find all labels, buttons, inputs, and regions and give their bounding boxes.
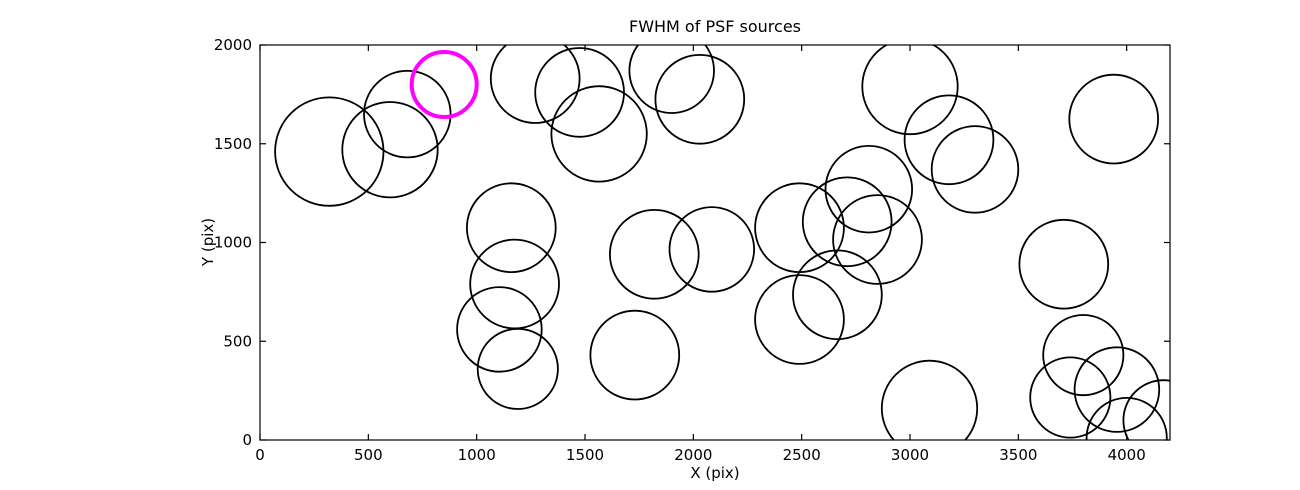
psf-source-circle <box>1068 73 1159 165</box>
psf-source-circle <box>476 327 559 410</box>
psf-source-circle <box>628 45 715 114</box>
y-tick-label: 1000 <box>214 234 252 252</box>
psf-source-circle <box>589 309 681 401</box>
circles-layer <box>274 45 1170 440</box>
y-tick-label: 2000 <box>214 36 252 54</box>
psf-source-circle <box>550 85 648 183</box>
psf-source-circle <box>465 182 557 273</box>
psf-source-circle <box>274 96 385 207</box>
psf-source-circle <box>363 69 452 159</box>
y-axis-label: Y (pix) <box>199 218 217 267</box>
tick-labels-layer: 0 500 1000 1500 2000 2500 3000 3500 4000 0 500 1000… <box>214 36 1146 464</box>
y-tick-label: 1500 <box>214 135 252 153</box>
x-tick-label: 3000 <box>891 446 929 464</box>
psf-source-circle <box>832 194 923 285</box>
psf-source-circle <box>608 208 700 300</box>
psf-source-circle <box>1085 397 1168 440</box>
psf-source-circle <box>654 54 746 145</box>
psf-source-circle <box>1122 379 1170 440</box>
plot-frame <box>259 44 1171 441</box>
psf-source-circle <box>903 94 995 186</box>
x-tick-label: 2000 <box>674 446 712 464</box>
x-tick-label: 3500 <box>999 446 1037 464</box>
x-tick-label: 2500 <box>783 446 821 464</box>
psf-source-circle <box>456 286 543 373</box>
psf-source-circle <box>1018 218 1110 310</box>
psf-source-circle <box>824 144 913 234</box>
x-tick-label: 1500 <box>566 446 604 464</box>
y-tick-label: 0 <box>242 431 252 449</box>
psf-source-circle <box>861 45 959 136</box>
y-tick-label: 500 <box>223 332 252 350</box>
psf-source-circle <box>1042 314 1125 397</box>
psf-source-circle <box>668 206 755 293</box>
x-tick-label: 1000 <box>458 446 496 464</box>
psf-source-circle <box>792 249 883 341</box>
psf-source-circle <box>754 274 845 365</box>
psf-source-circle <box>489 45 581 124</box>
x-tick-label: 4000 <box>1108 446 1146 464</box>
psf-source-circle <box>341 101 439 199</box>
ticks-layer <box>259 44 1170 441</box>
psf-source-circle <box>1073 346 1161 433</box>
x-tick-label: 0 <box>255 446 265 464</box>
psf-source-circle <box>1029 356 1112 439</box>
highlighted-psf-source-circle <box>409 50 479 119</box>
plot-title: FWHM of PSF sources <box>629 17 801 36</box>
psf-source-circle <box>880 359 979 440</box>
x-axis-label: X (pix) <box>690 464 739 482</box>
psf-source-circle <box>801 176 893 268</box>
x-tick-label: 500 <box>354 446 383 464</box>
psf-source-circle <box>930 125 1020 214</box>
